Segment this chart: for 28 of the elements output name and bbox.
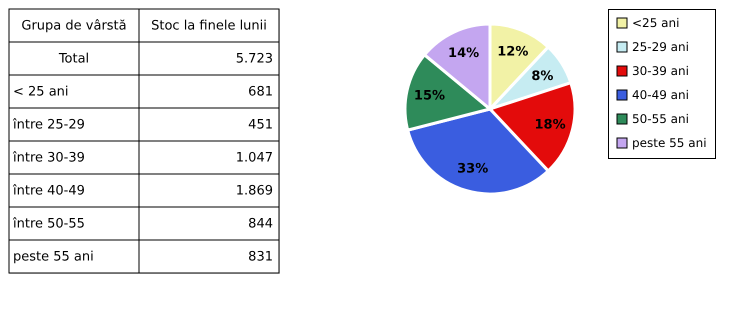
data-label: 8% xyxy=(531,68,554,84)
text: 844 xyxy=(248,216,273,232)
text: 831 xyxy=(248,250,273,264)
text: între 25-29 xyxy=(12,118,85,132)
legend-label: 25-29 ani xyxy=(632,40,689,54)
text: între 30-39 xyxy=(12,150,85,166)
text: < 25 ani xyxy=(13,84,69,100)
text: între 40-49 xyxy=(12,184,85,198)
text: 5.723 xyxy=(236,52,273,66)
text: Total xyxy=(58,52,90,66)
data-label: 14% xyxy=(448,46,480,61)
legend-label: <25 ani xyxy=(632,16,680,30)
text: Grupa de vârstă xyxy=(21,18,127,34)
legend-label: 30-39 ani xyxy=(632,64,689,78)
text: 1.047 xyxy=(236,150,273,166)
text: 681 xyxy=(248,84,273,100)
data-label: 18% xyxy=(534,117,566,132)
legend-label: peste 55 ani xyxy=(632,136,707,150)
legend-label: 50-55 ani xyxy=(632,112,689,126)
text: între 50-55 xyxy=(12,216,85,232)
text: 1.869 xyxy=(236,184,273,198)
text: peste 55 ani xyxy=(13,250,94,264)
data-label: 15% xyxy=(414,88,446,104)
data-label: 33% xyxy=(457,162,488,177)
text: Stoc la finele lunii xyxy=(151,18,267,34)
legend-label: 40-49 ani xyxy=(632,88,689,102)
data-label: 12% xyxy=(497,44,528,60)
text: 451 xyxy=(248,118,273,132)
